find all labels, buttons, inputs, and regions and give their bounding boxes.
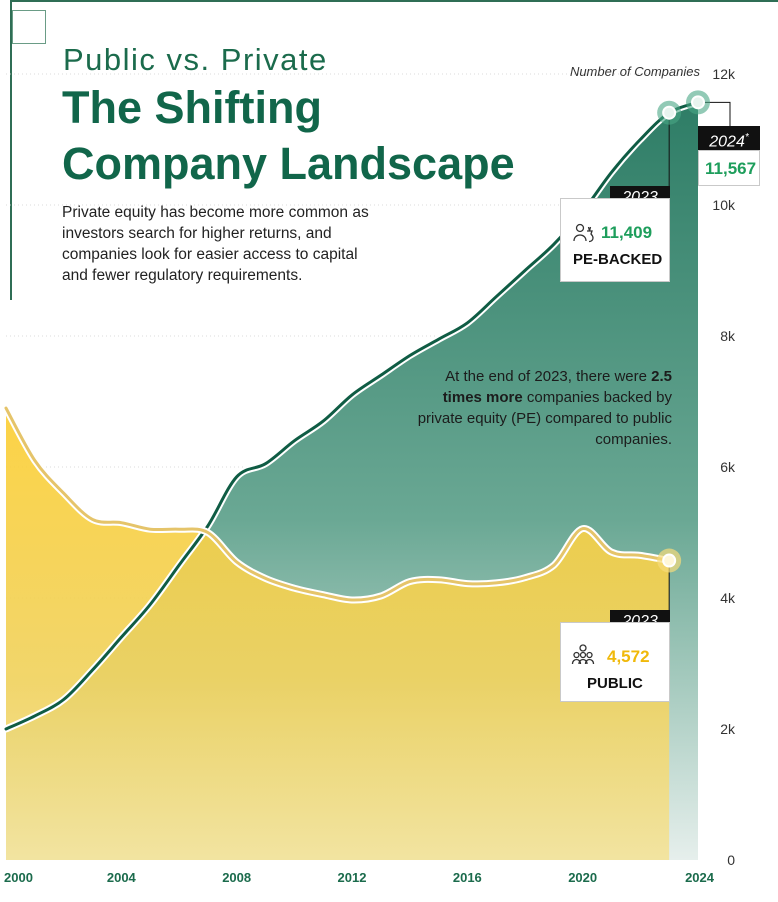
x-tick-label-2020: 2020 [568, 870, 597, 885]
y-tick-label-0: 0 [727, 852, 735, 868]
chart-subtitle: Public vs. Private [63, 42, 328, 77]
pe-2024-value: 11,567 [705, 159, 757, 178]
public-area [6, 408, 670, 860]
title-line-2: Company Landscape [62, 138, 515, 189]
y-tick-label-6k: 6k [720, 459, 736, 475]
pe-2024-box: 11,567 [698, 150, 760, 186]
money-bag-person-icon [571, 221, 595, 245]
frame-top-line [10, 0, 778, 2]
chart-title: The Shifting Company Landscape [62, 80, 582, 192]
public-line [4, 406, 671, 602]
pe-2024-year: 2024 [709, 133, 745, 151]
public-2023-label: PUBLIC [587, 675, 643, 692]
annotation-text-end: companies backed by private equity (PE) … [417, 389, 672, 448]
pe-2024-callout: 2024* 11,567 [698, 126, 760, 186]
y-axis-label: Number of Companies [569, 64, 700, 79]
public-2023-callout: 2023 4,572 PUBLIC [560, 610, 670, 702]
frame-left-line [10, 0, 12, 300]
x-tick-label-2012: 2012 [338, 870, 367, 885]
pe-2023-value: 11,409 [601, 223, 653, 242]
x-tick-label-2016: 2016 [453, 870, 482, 885]
public-2023-box: 4,572 PUBLIC [560, 622, 670, 702]
corner-decoration [12, 10, 46, 44]
x-tick-label-2024: 2024 [685, 870, 715, 885]
title-line-1: The Shifting [62, 82, 322, 133]
annotation-text-start: At the end of 2023, there were [445, 368, 652, 385]
pe-2024-year-tag: 2024* [698, 126, 760, 150]
chart-description: Private equity has become more common as… [62, 204, 369, 284]
public-2023-value: 4,572 [607, 647, 650, 666]
public-2023-marker [662, 553, 677, 568]
y-tick-label-8k: 8k [720, 328, 736, 344]
pe-2023-box: 11,409 PE-BACKED [560, 198, 670, 282]
x-tick-label-2008: 2008 [222, 870, 251, 885]
pe-2024-footnote-marker: * [744, 132, 749, 143]
x-tick-label-2004: 2004 [107, 870, 137, 885]
y-tick-label-12k: 12k [712, 66, 736, 82]
pe-2024-marker [691, 95, 705, 110]
y-tick-label-4k: 4k [720, 590, 736, 606]
pe-2023-callout: 2023 11,409 PE-BACKED [560, 186, 670, 282]
annotation-emphasis: 2.5 times more [442, 368, 672, 406]
pe-2023-label: PE-BACKED [573, 251, 663, 268]
x-tick-label-2000: 2000 [4, 870, 33, 885]
people-group-icon [571, 643, 595, 667]
chart-annotation: At the end of 2023, there were 2.5 times… [410, 366, 672, 450]
y-tick-label-10k: 10k [712, 197, 736, 213]
y-tick-label-2k: 2k [720, 721, 736, 737]
pe-2023-marker [662, 105, 677, 120]
